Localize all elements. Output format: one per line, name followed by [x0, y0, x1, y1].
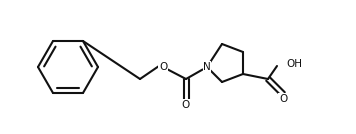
Text: O: O [279, 94, 287, 104]
Text: O: O [159, 62, 167, 72]
Text: O: O [182, 100, 190, 110]
Text: N: N [203, 62, 211, 72]
Text: OH: OH [286, 59, 302, 69]
